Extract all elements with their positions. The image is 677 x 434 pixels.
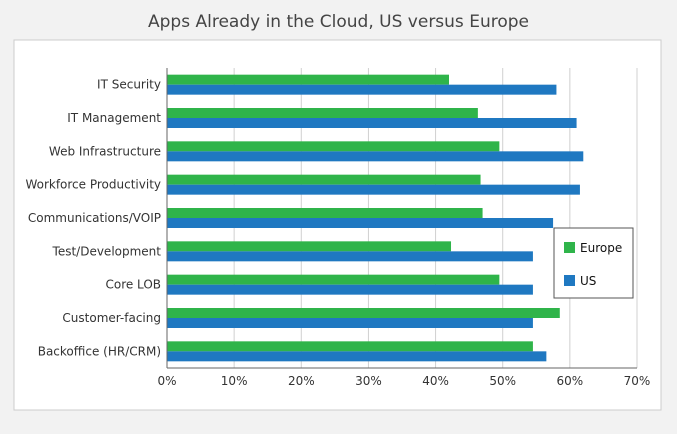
- x-tick-label: 10%: [221, 374, 248, 388]
- bar-europe: [167, 74, 449, 85]
- category-label: IT Management: [67, 111, 161, 125]
- legend-swatch: [564, 242, 575, 253]
- category-label: Backoffice (HR/CRM): [38, 344, 161, 358]
- x-tick-label: 40%: [422, 374, 449, 388]
- bar-us: [167, 184, 580, 195]
- bar-us: [167, 251, 533, 262]
- bar-us: [167, 284, 533, 295]
- category-label: IT Security: [97, 78, 161, 92]
- category-label: Test/Development: [52, 244, 162, 258]
- bars: [167, 74, 584, 362]
- category-labels: IT Security IT Management Web Infrastructu…: [25, 78, 161, 359]
- category-label: Core LOB: [105, 278, 161, 292]
- bar-europe: [167, 341, 533, 352]
- bar-us: [167, 218, 554, 228]
- x-tick-labels: 0% 10% 20% 30% 40% 50% 60% 70%: [157, 374, 650, 388]
- bar-europe: [167, 141, 500, 152]
- bar-europe: [167, 108, 478, 118]
- legend-label: Europe: [580, 241, 622, 255]
- x-tick-label: 60%: [557, 374, 584, 388]
- legend-label: US: [580, 274, 596, 288]
- bar-us: [167, 351, 547, 362]
- bar-europe: [167, 274, 500, 285]
- x-tick-label: 0%: [157, 374, 176, 388]
- legend-swatch: [564, 275, 575, 286]
- bar-europe: [167, 308, 560, 318]
- bar-us: [167, 118, 577, 128]
- category-label: Workforce Productivity: [25, 178, 161, 192]
- bar-europe: [167, 241, 452, 252]
- x-tick-label: 50%: [489, 374, 516, 388]
- bar-us: [167, 151, 584, 162]
- chart-title: Apps Already in the Cloud, US versus Eur…: [148, 12, 529, 32]
- x-tick-label: 20%: [288, 374, 315, 388]
- category-label: Communications/VOIP: [28, 211, 161, 225]
- x-tick-label: 70%: [624, 374, 651, 388]
- legend: Europe US: [553, 227, 634, 299]
- legend-box: [553, 227, 634, 299]
- bar-us: [167, 84, 557, 95]
- bar-europe: [167, 208, 483, 218]
- category-label: Customer-facing: [62, 311, 161, 325]
- category-label: Web Infrastructure: [49, 144, 161, 158]
- x-tick-label: 30%: [355, 374, 382, 388]
- bar-us: [167, 318, 533, 328]
- bar-europe: [167, 174, 481, 185]
